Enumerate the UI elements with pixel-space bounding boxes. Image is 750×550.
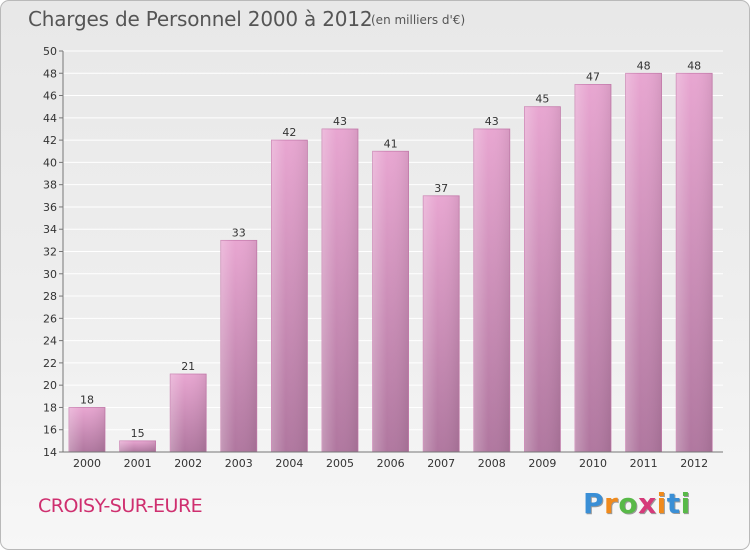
x-tick-label-2006: 2006 — [377, 457, 405, 470]
x-tick-label-2010: 2010 — [579, 457, 607, 470]
y-tick-label: 22 — [43, 357, 57, 370]
x-tick-label-2005: 2005 — [326, 457, 354, 470]
bars: 18 15 21 33 42 43 41 37 43 45 47 48 48 — [68, 59, 713, 453]
bar-shine-2003 — [220, 240, 257, 452]
bar-shine-2004 — [271, 140, 308, 452]
x-tick-label-2007: 2007 — [427, 457, 455, 470]
x-tick-label-2001: 2001 — [124, 457, 152, 470]
value-label-2011: 48 — [637, 59, 651, 72]
y-tick-label: 24 — [43, 335, 57, 348]
value-label-2008: 43 — [485, 115, 499, 128]
value-label-2009: 45 — [535, 93, 549, 106]
x-tick-label-2004: 2004 — [275, 457, 303, 470]
logo-letter: i — [656, 487, 667, 520]
x-tick-label-2008: 2008 — [478, 457, 506, 470]
y-tick-label: 32 — [43, 246, 57, 259]
y-axis: 14 16 18 20 22 24 26 28 30 32 34 36 38 40 42 44 46 48 50 — [43, 45, 64, 459]
y-tick-label: 48 — [43, 67, 57, 80]
logo-letter: o — [618, 487, 639, 520]
y-tick-label: 16 — [43, 424, 57, 437]
logo-letter: P — [583, 487, 605, 520]
y-tick-label: 44 — [43, 112, 57, 125]
y-tick-label: 38 — [43, 179, 57, 192]
logo-letter: t — [666, 487, 681, 520]
value-label-2002: 21 — [181, 360, 195, 373]
y-tick-label: 20 — [43, 379, 57, 392]
y-tick-label: 28 — [43, 290, 57, 303]
commune-name: CROISY-SUR-EURE — [38, 495, 203, 517]
bar-shine-2006 — [372, 151, 409, 452]
bar-shine-2009 — [524, 106, 561, 452]
bar-shine-2005 — [322, 128, 358, 452]
value-label-2001: 15 — [131, 427, 145, 440]
bar-shine-2012 — [676, 73, 713, 453]
y-tick-label: 34 — [43, 223, 57, 236]
y-tick-label: 18 — [43, 401, 57, 414]
value-label-2004: 42 — [282, 126, 296, 139]
value-label-2003: 33 — [232, 226, 246, 239]
y-tick-label: 46 — [43, 90, 57, 103]
value-label-2007: 37 — [434, 182, 448, 195]
y-tick-label: 40 — [43, 156, 57, 169]
x-axis: 2000 2001 2002 2003 2004 2005 2006 2007 2008 2009… — [63, 451, 723, 470]
value-label-2010: 47 — [586, 70, 600, 83]
bar-shine-2008 — [473, 128, 510, 452]
value-label-2005: 43 — [333, 115, 347, 128]
chart-title: Charges de Personnel 2000 à 2012 — [28, 7, 373, 31]
value-label-2012: 48 — [687, 59, 701, 72]
logo-letter: x — [638, 487, 657, 520]
x-tick-label-2012: 2012 — [680, 457, 708, 470]
bar-shine-2002 — [170, 374, 207, 452]
y-tick-label: 26 — [43, 312, 57, 325]
bar-shine-2000 — [69, 407, 105, 452]
x-tick-label-2003: 2003 — [225, 457, 253, 470]
x-tick-label-2011: 2011 — [630, 457, 658, 470]
x-tick-label-2002: 2002 — [174, 457, 202, 470]
logo-letter: i — [680, 487, 691, 520]
logo-letter: r — [604, 487, 619, 520]
bar-shine-2010 — [575, 84, 611, 453]
bar-shine-2011 — [625, 73, 662, 453]
value-label-2000: 18 — [80, 393, 94, 406]
bar-shine-2007 — [423, 195, 460, 453]
chart-subtitle: (en milliers d'€) — [371, 13, 466, 27]
value-label-2006: 41 — [384, 137, 398, 150]
y-tick-label: 50 — [43, 45, 57, 58]
y-tick-label: 42 — [43, 134, 57, 147]
bar-shine-2001 — [119, 440, 156, 452]
y-tick-label: 30 — [43, 268, 57, 281]
x-tick-label-2009: 2009 — [528, 457, 556, 470]
proxiti-logo: Proxiti — [583, 487, 691, 520]
x-tick-label-2000: 2000 — [73, 457, 101, 470]
y-tick-label: 14 — [43, 446, 57, 459]
y-tick-label: 36 — [43, 201, 57, 214]
